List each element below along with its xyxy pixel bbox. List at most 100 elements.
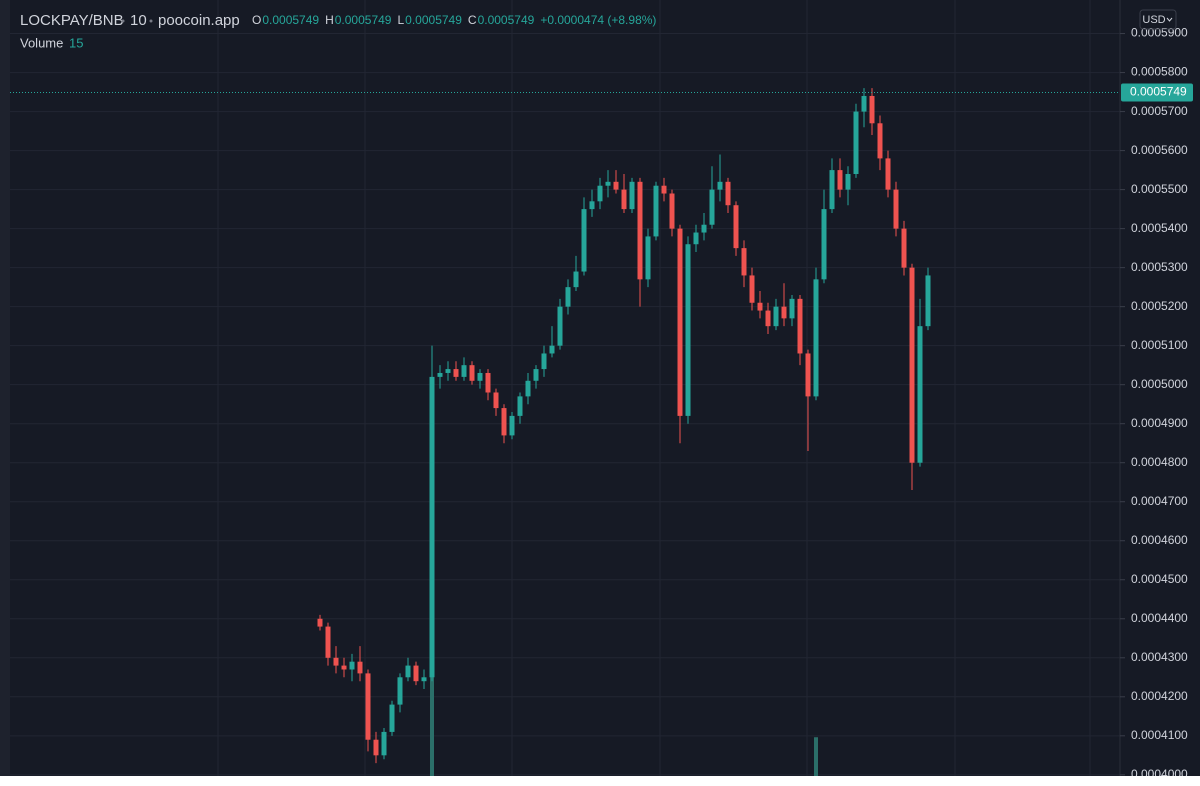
candle-body bbox=[421, 677, 427, 682]
candles bbox=[317, 88, 931, 764]
candle-body bbox=[709, 189, 715, 225]
y-tick-label: 0.0005200 bbox=[1131, 299, 1188, 313]
legend-header: LOCKPAY/BNB 10 poocoin.app Volume 15 O 0.… bbox=[20, 12, 656, 50]
candle-body bbox=[757, 302, 763, 311]
y-tick-label: 0.0004200 bbox=[1131, 689, 1188, 703]
ohlc-value: 0.0005749 bbox=[405, 13, 462, 27]
y-tick-label: 0.0004000 bbox=[1131, 767, 1188, 776]
candle-body bbox=[541, 353, 547, 370]
candle-body bbox=[453, 369, 459, 377]
candle-body bbox=[341, 665, 347, 670]
volume-bar bbox=[430, 621, 434, 776]
candle-body bbox=[605, 181, 611, 186]
y-tick-label: 0.0004700 bbox=[1131, 494, 1188, 508]
candle-body bbox=[629, 181, 635, 210]
candle-body bbox=[485, 372, 491, 393]
candle-body bbox=[429, 376, 435, 678]
y-tick-label: 0.0005600 bbox=[1131, 143, 1188, 157]
candle-body bbox=[325, 626, 331, 658]
y-tick-label: 0.0004300 bbox=[1131, 650, 1188, 664]
candle-body bbox=[317, 618, 323, 627]
candle-body bbox=[493, 392, 499, 409]
candle-body bbox=[765, 310, 771, 327]
horizontal-grid bbox=[10, 33, 1120, 776]
candle-body bbox=[773, 306, 779, 327]
candle-body bbox=[653, 185, 659, 237]
y-tick-label: 0.0005000 bbox=[1131, 377, 1188, 391]
candle-body bbox=[573, 271, 579, 288]
ohlc-label: C bbox=[468, 13, 477, 27]
candle-body bbox=[861, 95, 867, 112]
candle-body bbox=[477, 372, 483, 381]
candle-body bbox=[405, 665, 411, 678]
candle-body bbox=[445, 369, 451, 373]
candle-body bbox=[821, 209, 827, 280]
ohlc-label: H bbox=[325, 13, 334, 27]
separator bbox=[121, 19, 125, 23]
candle-body bbox=[837, 170, 843, 190]
candle-body bbox=[869, 95, 875, 124]
candle-body bbox=[789, 298, 795, 319]
candle-body bbox=[917, 326, 923, 463]
candle-body bbox=[365, 673, 371, 740]
y-tick-label: 0.0005100 bbox=[1131, 338, 1188, 352]
y-tick-label: 0.0004500 bbox=[1131, 572, 1188, 586]
candle-body bbox=[501, 408, 507, 436]
price-axis: 0.0004000 0.0004100 0.0004200 0.0004300 0.00… bbox=[1120, 26, 1188, 776]
y-tick-label: 0.0004100 bbox=[1131, 728, 1188, 742]
y-tick-label: 0.0005700 bbox=[1131, 104, 1188, 118]
candle-body bbox=[549, 345, 555, 354]
last-price: 0.0005749 bbox=[10, 83, 1193, 102]
candle-body bbox=[925, 275, 931, 327]
last-price-label: 0.0005749 bbox=[1130, 85, 1187, 99]
source: poocoin.app bbox=[158, 12, 240, 29]
candle-body bbox=[797, 298, 803, 354]
candle-body bbox=[557, 306, 563, 346]
symbol: LOCKPAY/BNB bbox=[20, 12, 124, 29]
candle-body bbox=[637, 181, 643, 280]
currency-button-frame[interactable] bbox=[1139, 9, 1177, 30]
currency-button[interactable]: USD bbox=[1142, 14, 1165, 26]
candle-body bbox=[661, 185, 667, 194]
candle-body bbox=[701, 224, 707, 233]
candle-body bbox=[717, 181, 723, 190]
y-tick-label: 0.0005800 bbox=[1131, 65, 1188, 79]
candle-body bbox=[829, 170, 835, 210]
candle-body bbox=[565, 287, 571, 307]
candle-body bbox=[677, 228, 683, 416]
y-tick-label: 0.0004800 bbox=[1131, 455, 1188, 469]
candle-body bbox=[621, 189, 627, 210]
candle-body bbox=[333, 657, 339, 666]
y-tick-label: 0.0004900 bbox=[1131, 416, 1188, 430]
candle-body bbox=[877, 123, 883, 159]
ohlc-label: O bbox=[252, 13, 261, 27]
candle-body bbox=[525, 380, 531, 397]
y-tick-label: 0.0005300 bbox=[1131, 260, 1188, 274]
currency-chevron bbox=[1166, 17, 1173, 22]
candle-body bbox=[517, 396, 523, 416]
candle-body bbox=[741, 248, 747, 276]
candle-body bbox=[533, 369, 539, 381]
last-price-box bbox=[1121, 83, 1193, 102]
candle-body bbox=[805, 353, 811, 397]
candle-body bbox=[461, 365, 467, 377]
volume-bars bbox=[430, 621, 818, 776]
candle-body bbox=[853, 111, 859, 175]
candle-body bbox=[437, 372, 443, 377]
volume-value: 15 bbox=[69, 35, 83, 50]
ohlc-value: 0.0005749 bbox=[262, 13, 319, 27]
candle-body bbox=[469, 365, 475, 381]
y-tick-label: 0.0004400 bbox=[1131, 611, 1188, 625]
change: +0.0000474 (+8.98%) bbox=[540, 13, 656, 27]
interval: 10 bbox=[130, 12, 147, 29]
candle-body bbox=[357, 661, 363, 674]
y-tick-label: 0.0004600 bbox=[1131, 533, 1188, 547]
candle-body bbox=[901, 228, 907, 268]
candle-body bbox=[733, 205, 739, 249]
candle-body bbox=[597, 185, 603, 202]
left-border bbox=[0, 0, 10, 776]
candle-body bbox=[389, 704, 395, 732]
